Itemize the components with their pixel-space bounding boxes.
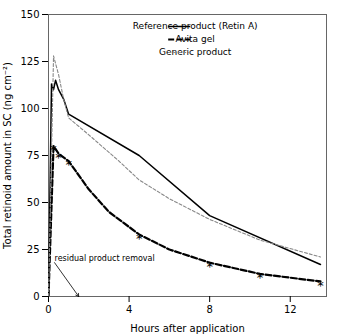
svg-text:Reference product (Retin A): Reference product (Retin A): [133, 21, 258, 31]
svg-text:*: *: [136, 231, 143, 246]
svg-text:25: 25: [27, 244, 40, 255]
svg-text:150: 150: [20, 9, 39, 20]
svg-text:Avita gel: Avita gel: [175, 34, 215, 44]
svg-text:*: *: [206, 259, 213, 274]
svg-text:*: *: [257, 270, 264, 285]
svg-text:75: 75: [27, 150, 40, 161]
svg-text:8: 8: [206, 304, 212, 315]
svg-text:4: 4: [126, 304, 132, 315]
svg-text:*: *: [65, 157, 72, 172]
svg-text:0: 0: [45, 304, 51, 315]
svg-text:12: 12: [284, 304, 297, 315]
svg-text:100: 100: [20, 103, 39, 114]
svg-text:125: 125: [20, 56, 39, 67]
svg-text:Total retinoid amount in SC (n: Total retinoid amount in SC (ng cm⁻²): [2, 62, 13, 250]
svg-text:50: 50: [27, 197, 40, 208]
svg-text:*: *: [317, 278, 324, 293]
svg-text:*: *: [55, 150, 62, 165]
svg-text:Hours after application: Hours after application: [130, 323, 244, 334]
svg-text:Generic product: Generic product: [159, 47, 232, 57]
svg-text:residual product removal: residual product removal: [55, 254, 155, 263]
svg-text:0: 0: [33, 291, 39, 302]
